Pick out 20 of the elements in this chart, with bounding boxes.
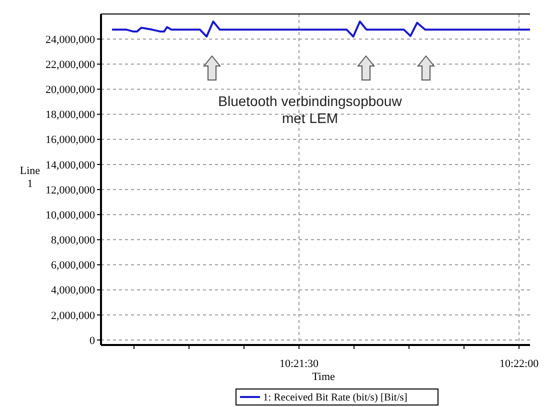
y-axis-title: Line 1 — [20, 165, 40, 190]
line-series — [111, 20, 531, 38]
y-tick-label: 14,000,000 — [46, 159, 96, 172]
y-tick-label: 0 — [90, 334, 96, 347]
y-tick-label: 6,000,000 — [51, 260, 96, 272]
y-tick-label: 18,000,000 — [46, 109, 96, 122]
y-tick-label: 22,000,000 — [46, 59, 96, 71]
y-tick-label: 16,000,000 — [46, 134, 96, 146]
y-tick-label: 4,000,000 — [51, 284, 96, 297]
y-tick-label: 24,000,000 — [46, 34, 96, 46]
y-tick-label: 20,000,000 — [46, 84, 96, 96]
x-tick-label: 10:22:00 — [499, 358, 540, 370]
annotation: Bluetooth verbindingsopbouw met LEM — [218, 93, 403, 126]
y-tick-label: 8,000,000 — [51, 234, 96, 247]
x-axis-title: Time — [312, 371, 336, 383]
y-tick-label: 10,000,000 — [46, 209, 96, 222]
legend-label: 1: Received Bit Rate (bit/s) [Bit/s] — [263, 392, 408, 404]
y-tick-label: 12,000,000 — [46, 184, 96, 196]
y-tick-label: 2,000,000 — [51, 310, 96, 322]
x-tick-label: 10:21:30 — [279, 358, 320, 370]
